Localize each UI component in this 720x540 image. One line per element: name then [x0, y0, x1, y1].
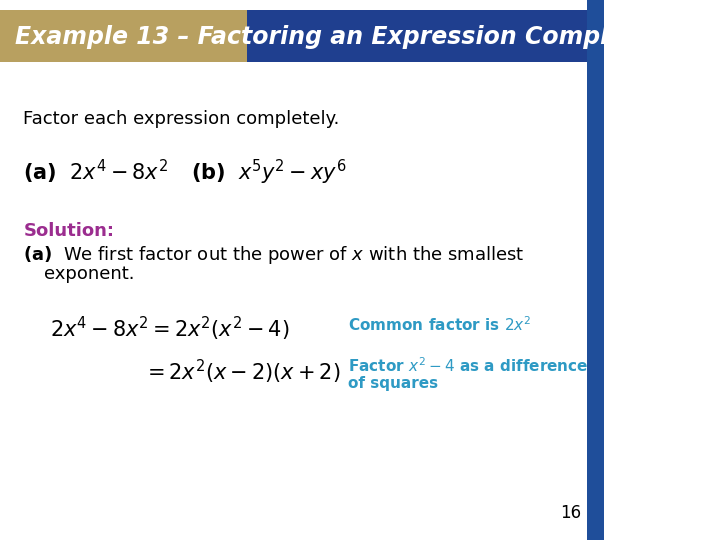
- Bar: [0, 10, 248, 62]
- Text: $\mathbf{(a)}$  $2x^4 - 8x^2$: $\mathbf{(a)}$ $2x^4 - 8x^2$: [24, 158, 168, 186]
- Text: $2x^4 - 8x^2 = 2x^2(x^2 - 4)$: $2x^4 - 8x^2 = 2x^2(x^2 - 4)$: [50, 315, 289, 343]
- Text: exponent.: exponent.: [44, 265, 134, 283]
- Text: $\mathbf{(a)}$  We first factor out the power of $x$ with the smallest: $\mathbf{(a)}$ We first factor out the p…: [24, 244, 525, 266]
- Text: Factor $x^2 - 4$ as a difference: Factor $x^2 - 4$ as a difference: [348, 356, 589, 375]
- Text: $\mathbf{(b)}$  $x^5y^2 - xy^6$: $\mathbf{(b)}$ $x^5y^2 - xy^6$: [192, 158, 347, 187]
- Text: Solution:: Solution:: [24, 222, 114, 240]
- Bar: [248, 10, 595, 62]
- Text: of squares: of squares: [348, 376, 438, 391]
- Text: $= 2x^2(x - 2)(x + 2)$: $= 2x^2(x - 2)(x + 2)$: [143, 358, 340, 386]
- Text: Factor each expression completely.: Factor each expression completely.: [24, 110, 340, 128]
- Bar: [588, 0, 604, 540]
- Text: Example 13 – Factoring an Expression Completely: Example 13 – Factoring an Expression Com…: [15, 25, 675, 49]
- Text: 16: 16: [560, 504, 581, 522]
- Text: Common factor is $2x^2$: Common factor is $2x^2$: [348, 315, 531, 334]
